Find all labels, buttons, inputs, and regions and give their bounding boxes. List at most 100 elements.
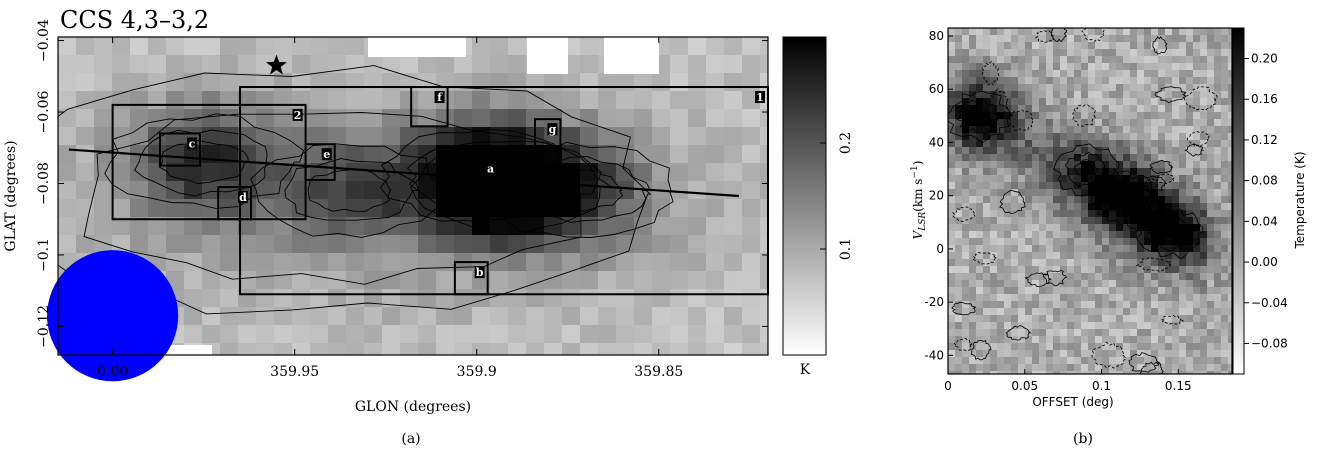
heatmap-cell-b-546 — [1039, 119, 1047, 127]
panel-b-heatmap — [948, 28, 1232, 374]
heatmap-cell-b-1121 — [1046, 217, 1054, 225]
heatmap-cell-b-660 — [976, 140, 984, 148]
heatmap-cell-b-1023 — [1221, 196, 1229, 204]
heatmap-cell-b-1383 — [1158, 259, 1166, 267]
heatmap-cell-b-1321 — [1011, 252, 1019, 260]
heatmap-cell-b-183 — [1081, 56, 1089, 64]
heatmap-cell-a-694 — [310, 343, 329, 355]
heatmap-cell-b-1305 — [1186, 245, 1194, 253]
heatmap-cell-b-443 — [1179, 98, 1187, 106]
heatmap-cell-b-56 — [1053, 35, 1061, 43]
heatmap-cell-b-179 — [1053, 56, 1061, 64]
heatmap-cell-b-989 — [983, 196, 991, 204]
heatmap-cell-b-273 — [1137, 70, 1145, 78]
heatmap-cell-b-355 — [1137, 84, 1145, 92]
heatmap-cell-b-1749 — [1137, 322, 1145, 330]
heatmap-cell-b-1428 — [1186, 266, 1194, 274]
heatmap-cell-b-800 — [1095, 161, 1103, 169]
heatmap-cell-b-804 — [1123, 161, 1131, 169]
heatmap-cell-b-1274 — [969, 245, 977, 253]
heatmap-cell-b-1676 — [1200, 308, 1208, 316]
colorbar-a-tick-label-0: 0.1 — [838, 238, 854, 260]
contour-b-26 — [1184, 86, 1218, 111]
heatmap-cell-a-119 — [760, 73, 768, 92]
heatmap-cell-b-1290 — [1081, 245, 1089, 253]
heatmap-cell-b-771 — [1179, 154, 1187, 162]
heatmap-cell-b-449 — [1221, 98, 1229, 106]
heatmap-cell-b-385 — [1060, 91, 1068, 99]
heatmap-cell-a-189 — [580, 109, 599, 128]
heatmap-cell-b-1577 — [1081, 294, 1089, 302]
heatmap-cell-a-475 — [688, 235, 707, 254]
heatmap-cell-b-783 — [976, 161, 984, 169]
region-label-c: c — [189, 137, 196, 150]
heatmap-cell-b-991 — [997, 196, 1005, 204]
heatmap-cell-b-1826 — [1102, 336, 1110, 344]
heatmap-cell-b-1067 — [955, 210, 963, 218]
heatmap-cell-b-5 — [983, 28, 991, 36]
heatmap-cell-a-635 — [688, 307, 707, 326]
heatmap-cell-b-1333 — [1095, 252, 1103, 260]
heatmap-cell-b-509 — [1067, 112, 1075, 120]
heatmap-cell-b-1640 — [948, 308, 956, 316]
heatmap-cell-b-1355 — [962, 259, 970, 267]
heatmap-cell-b-895 — [1186, 175, 1194, 183]
heatmap-cell-a-263 — [472, 145, 491, 164]
heatmap-cell-b-536 — [969, 119, 977, 127]
heatmap-cell-b-255 — [1011, 70, 1019, 78]
heatmap-cell-b-1319 — [997, 252, 1005, 260]
contour-b-19 — [1043, 270, 1067, 287]
heatmap-cell-b-514 — [1102, 112, 1110, 120]
heatmap-cell-b-789 — [1018, 161, 1026, 169]
heatmap-cell-b-1341 — [1151, 252, 1159, 260]
heatmap-cell-b-1207 — [1074, 231, 1082, 239]
heatmap-cell-b-1755 — [1179, 322, 1187, 330]
heatmap-cell-a-656 — [346, 325, 365, 344]
heatmap-cell-b-1715 — [1186, 315, 1194, 323]
heatmap-cell-b-1909 — [1109, 350, 1117, 358]
heatmap-cell-b-1483 — [997, 280, 1005, 288]
heatmap-cell-b-516 — [1116, 112, 1124, 120]
heatmap-cell-b-1948 — [1095, 357, 1103, 365]
heatmap-cell-a-362 — [94, 199, 113, 218]
heatmap-cell-a-60 — [418, 55, 437, 74]
heatmap-cell-b-1533 — [1060, 287, 1068, 295]
heatmap-cell-b-1866 — [1095, 343, 1103, 351]
heatmap-cell-b-77 — [1200, 35, 1208, 43]
heatmap-cell-b-39 — [1221, 28, 1229, 36]
caption-b: (b) — [1073, 431, 1093, 447]
heatmap-cell-b-246 — [948, 70, 956, 78]
heatmap-cell-a-285 — [148, 163, 167, 182]
heatmap-cell-a-385 — [508, 199, 527, 218]
heatmap-cell-b-1606 — [997, 301, 1005, 309]
heatmap-cell-b-1317 — [983, 252, 991, 260]
heatmap-cell-a-541 — [436, 271, 455, 290]
heatmap-cell-b-1492 — [1060, 280, 1068, 288]
heatmap-cell-b-18 — [1074, 28, 1082, 36]
heatmap-cell-b-1185 — [1207, 224, 1215, 232]
heatmap-cell-b-812 — [1179, 161, 1187, 169]
heatmap-cell-b-106 — [1116, 42, 1124, 50]
heatmap-cell-b-758 — [1088, 154, 1096, 162]
heatmap-cell-b-1039 — [1046, 203, 1054, 211]
heatmap-cell-b-846 — [1130, 168, 1138, 176]
heatmap-cell-b-1565 — [997, 294, 1005, 302]
heatmap-cell-b-214 — [1011, 63, 1019, 71]
heatmap-cell-b-1526 — [1011, 287, 1019, 295]
heatmap-cell-a-698 — [382, 343, 401, 355]
heatmap-cell-b-1847 — [962, 343, 970, 351]
heatmap-cell-b-33 — [1179, 28, 1187, 36]
heatmap-cell-a-705 — [508, 343, 527, 355]
heatmap-cell-b-389 — [1088, 91, 1096, 99]
heatmap-cell-b-1201 — [1032, 231, 1040, 239]
heatmap-cell-b-1858 — [1039, 343, 1047, 351]
heatmap-cell-b-1138 — [1165, 217, 1173, 225]
heatmap-cell-b-1205 — [1060, 231, 1068, 239]
heatmap-cell-b-202 — [1214, 56, 1222, 64]
heatmap-cell-b-1612 — [1039, 301, 1047, 309]
heatmap-cell-b-1252 — [1102, 238, 1110, 246]
heatmap-cell-b-1960 — [1179, 357, 1187, 365]
heatmap-cell-a-592 — [634, 289, 653, 308]
heatmap-cell-a-10 — [238, 37, 257, 56]
